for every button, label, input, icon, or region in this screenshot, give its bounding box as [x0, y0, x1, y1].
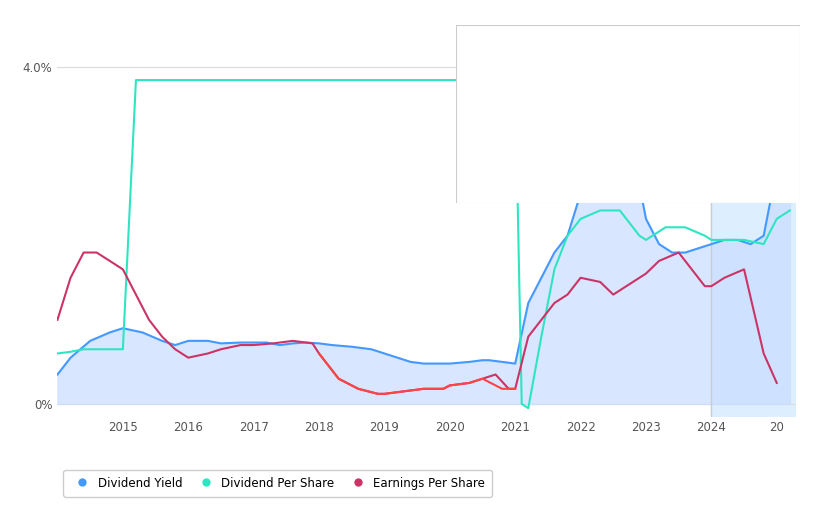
Text: Earnings Per Share: Earnings Per Share — [473, 171, 579, 181]
Text: Past: Past — [714, 80, 739, 93]
Text: 3.8% /yr: 3.8% /yr — [635, 93, 686, 103]
Text: No data: No data — [635, 171, 679, 181]
Text: Dividend Yield: Dividend Yield — [473, 93, 553, 103]
Text: Dividend Per Share: Dividend Per Share — [473, 132, 580, 142]
Bar — [711, 25, 796, 417]
Legend: Dividend Yield, Dividend Per Share, Earnings Per Share: Dividend Yield, Dividend Per Share, Earn… — [63, 469, 493, 497]
FancyBboxPatch shape — [456, 25, 800, 203]
Text: JP¥25.000 /yr: JP¥25.000 /yr — [635, 132, 718, 142]
Text: Jan 03 2025: Jan 03 2025 — [473, 47, 556, 60]
